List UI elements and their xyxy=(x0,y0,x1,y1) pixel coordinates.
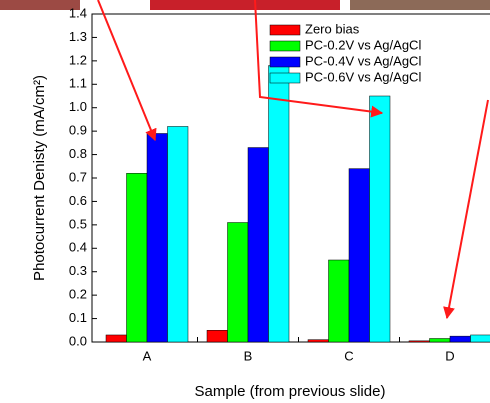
bar xyxy=(167,126,189,343)
y-tick-label: 0.0 xyxy=(69,333,87,348)
annotation-arrows xyxy=(97,0,489,320)
bar xyxy=(146,133,168,343)
y-tick-label: 0.5 xyxy=(69,216,87,231)
bar xyxy=(408,340,430,343)
plot xyxy=(105,65,490,343)
legend-label: Zero bias xyxy=(305,21,360,36)
bar xyxy=(429,338,451,343)
y-tick-label: 0.3 xyxy=(69,263,87,278)
bar xyxy=(126,173,148,343)
bar xyxy=(328,259,350,343)
y-tick-label: 1.3 xyxy=(69,29,87,44)
y-tick-label: 1.1 xyxy=(69,76,87,91)
photo-strip xyxy=(0,0,80,10)
y-tick-label: 0.8 xyxy=(69,146,87,161)
arrow xyxy=(254,0,384,118)
bar xyxy=(105,334,127,343)
y-tick-label: 1.0 xyxy=(69,99,87,114)
legend-label: PC-0.6V vs Ag/AgCl xyxy=(305,69,421,84)
y-tick-label: 0.6 xyxy=(69,193,87,208)
legend-label: PC-0.4V vs Ag/AgCl xyxy=(305,53,421,68)
legend-swatch xyxy=(269,24,301,36)
y-tick-label: 1.2 xyxy=(69,52,87,67)
photo-strip xyxy=(350,0,490,10)
x-tick-label: D xyxy=(445,348,454,363)
y-tick-label: 0.4 xyxy=(69,240,87,255)
bar xyxy=(206,330,228,343)
bar xyxy=(247,147,269,343)
bar xyxy=(268,65,290,343)
bar xyxy=(227,222,249,343)
bar xyxy=(348,168,370,343)
y-axis-label: Photocurrent Denisty (mA/cm²) xyxy=(31,75,48,281)
x-tick-label: B xyxy=(244,348,253,363)
legend-swatch xyxy=(269,40,301,52)
arrow xyxy=(443,99,489,320)
bar xyxy=(307,339,329,343)
y-tick-label: 1.4 xyxy=(69,5,87,20)
y-tick-label: 0.2 xyxy=(69,287,87,302)
bar xyxy=(470,334,490,343)
x-tick-label: C xyxy=(344,348,353,363)
x-axis-label: Sample (from previous slide) xyxy=(195,383,386,400)
legend-swatch xyxy=(269,56,301,68)
y-tick-label: 0.1 xyxy=(69,310,87,325)
y-tick-label: 0.7 xyxy=(69,169,87,184)
bar xyxy=(369,95,391,343)
photo-strip xyxy=(150,0,340,10)
x-tick-label: A xyxy=(143,348,152,363)
arrow xyxy=(97,0,157,142)
legend-swatch xyxy=(269,72,301,84)
bar xyxy=(449,335,471,343)
legend-label: PC-0.2V vs Ag/AgCl xyxy=(305,37,421,52)
y-tick-label: 0.9 xyxy=(69,123,87,138)
